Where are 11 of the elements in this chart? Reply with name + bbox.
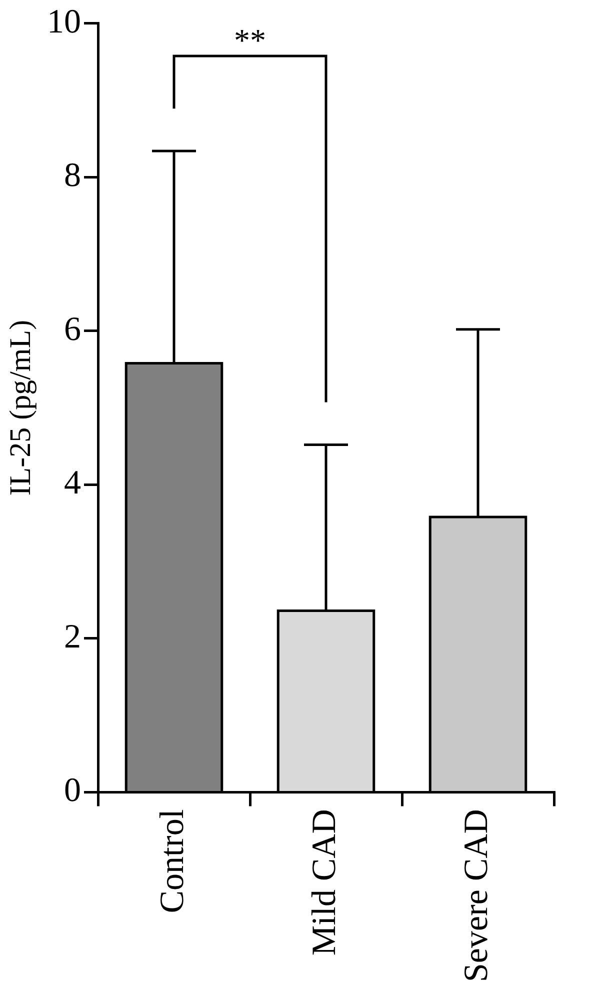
- x-tick-label: Mild CAD: [306, 809, 343, 956]
- y-tick-label: 2: [64, 618, 81, 656]
- x-tick-label: Severe CAD: [458, 809, 495, 982]
- y-axis-title: IL-25 (pg/mL): [4, 320, 37, 496]
- y-tick-label: 10: [47, 3, 81, 40]
- x-tick-label: Control: [154, 809, 191, 914]
- y-tick-label: 8: [64, 157, 81, 194]
- y-tick-label: 6: [64, 310, 81, 348]
- y-tick-label: 4: [64, 464, 81, 502]
- y-tick-label: 0: [64, 772, 81, 810]
- annotation: **: [234, 22, 266, 58]
